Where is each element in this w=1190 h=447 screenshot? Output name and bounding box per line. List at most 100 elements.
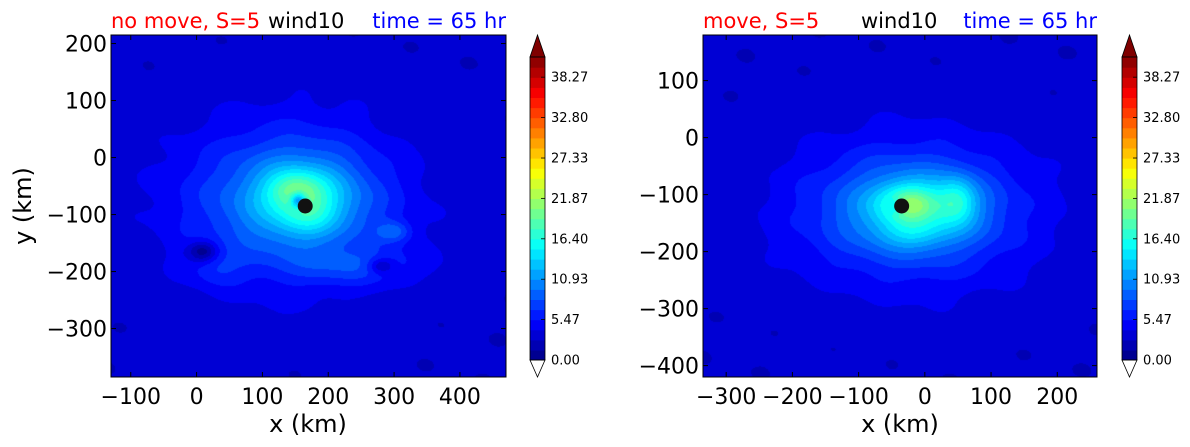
right-axes-frame — [702, 34, 1098, 378]
colorbar-level — [530, 228, 545, 240]
colorbar-level — [530, 77, 545, 88]
colorbar-level — [530, 329, 545, 341]
y-tick-label: −100 — [639, 184, 699, 209]
colorbar-tick-label: 21.87 — [1143, 192, 1180, 207]
colorbar-level — [530, 299, 545, 311]
colorbar-level — [530, 158, 545, 169]
y-tick-label: −200 — [47, 261, 107, 286]
colorbar-extend-max — [1121, 33, 1138, 58]
colorbar-tick-label: 38.27 — [551, 71, 588, 86]
colorbar-level — [530, 107, 545, 119]
y-tick-label: −100 — [47, 204, 107, 229]
colorbar-tick-label: 21.87 — [551, 192, 588, 207]
colorbar-level — [1122, 248, 1137, 260]
left-x-axis-label: x (km) — [269, 410, 347, 438]
left-title-part-3: time = 65 hr — [372, 9, 506, 33]
right-title-part-1: move, S=5 — [703, 9, 819, 33]
colorbar-level — [530, 198, 545, 210]
left-storm-center-marker — [297, 198, 313, 214]
colorbar-level — [530, 289, 545, 300]
left-colorbar: 0.00 5.47 10.93 16.40 21.87 27.33 32.80 38.27 — [529, 33, 588, 378]
colorbar-level — [1122, 97, 1137, 109]
colorbar-level — [1122, 289, 1137, 300]
colorbar-level — [1122, 299, 1137, 311]
colorbar-level — [530, 269, 545, 280]
colorbar-tick-label: 5.47 — [551, 313, 580, 328]
x-tick-label: 300 — [373, 385, 415, 410]
colorbar-level — [1122, 349, 1137, 361]
right-y-ticks: −400 −300 −200 −100 0 100 — [639, 70, 1097, 380]
y-tick-label: −300 — [639, 298, 699, 323]
x-tick-label: −100 — [828, 385, 888, 410]
colorbar-extend-min — [529, 359, 546, 378]
x-tick-label: 0 — [190, 385, 204, 410]
x-tick-label: 200 — [307, 385, 349, 410]
colorbar-tick-label: 32.80 — [551, 111, 588, 126]
colorbar-level — [1122, 117, 1137, 129]
colorbar-level — [530, 97, 545, 109]
colorbar-tick-label: 27.33 — [551, 152, 588, 167]
right-title-part-3: time = 65 hr — [963, 9, 1097, 33]
y-tick-label: −200 — [639, 241, 699, 266]
colorbar-level — [530, 309, 545, 321]
colorbar-level — [1122, 228, 1137, 240]
colorbar-level — [1122, 319, 1137, 331]
colorbar-frame — [529, 56, 546, 361]
left-plot-area — [110, 34, 507, 378]
right-title-part-2: wind10 — [861, 9, 937, 33]
y-tick-label: 200 — [65, 33, 107, 58]
colorbar-extend-min — [1121, 359, 1138, 378]
colorbar-tick-label: 0.00 — [551, 354, 580, 369]
panel-left: no move, S=5 wind10 time = 65 hr −100 0 10… — [9, 9, 588, 438]
colorbar-level — [530, 137, 545, 149]
colorbar-level — [1122, 77, 1137, 88]
colorbar-level — [1122, 127, 1137, 139]
colorbar-frame — [1121, 56, 1138, 361]
colorbar-level — [530, 178, 545, 189]
x-tick-label: 0 — [918, 385, 932, 410]
colorbar-tick-label: 16.40 — [1143, 232, 1180, 247]
left-title-part-2: wind10 — [268, 9, 344, 33]
right-plot-area — [702, 34, 1098, 378]
colorbar-level — [1122, 87, 1137, 98]
left-y-axis-label: y (km) — [9, 167, 37, 245]
colorbar-level — [1122, 147, 1137, 159]
colorbar-tick-label: 10.93 — [551, 273, 588, 288]
colorbar-level — [1122, 329, 1137, 341]
colorbar-level — [530, 319, 545, 331]
colorbar-level — [530, 339, 545, 351]
left-x-ticks: −100 0 100 200 300 400 — [101, 35, 481, 410]
x-tick-label: −100 — [101, 385, 161, 410]
y-tick-label: 100 — [65, 90, 107, 115]
x-tick-label: 100 — [970, 385, 1012, 410]
colorbar-level — [1122, 259, 1137, 270]
right-storm-center-marker — [894, 198, 910, 214]
colorbar-level — [530, 349, 545, 361]
colorbar-tick-label: 10.93 — [1143, 273, 1180, 288]
y-tick-label: 0 — [93, 147, 107, 172]
colorbar-level — [1122, 269, 1137, 280]
colorbar-level — [530, 87, 545, 98]
colorbar-level — [1122, 57, 1137, 68]
colorbar-level — [530, 248, 545, 260]
colorbar-tick-label: 0.00 — [1143, 354, 1172, 369]
x-tick-label: 100 — [241, 385, 283, 410]
colorbar-extend-max — [529, 33, 546, 58]
colorbar-level — [1122, 67, 1137, 78]
colorbar-level — [530, 147, 545, 159]
colorbar-level — [1122, 198, 1137, 210]
colorbar-level — [1122, 208, 1137, 220]
x-tick-label: −300 — [696, 385, 756, 410]
right-x-ticks: −300 −200 −100 0 100 200 — [696, 35, 1078, 410]
colorbar-level — [530, 127, 545, 139]
colorbar-level — [530, 259, 545, 270]
colorbar-level — [530, 218, 545, 230]
colorbar-level — [1122, 107, 1137, 119]
colorbar-level — [530, 238, 545, 250]
x-tick-label: 400 — [439, 385, 481, 410]
panel-right: move, S=5 wind10 time = 65 hr −300 −200 −1… — [639, 9, 1181, 438]
colorbar-level — [530, 67, 545, 78]
right-colorbar: 0.00 5.47 10.93 16.40 21.87 27.33 32.80 38.27 — [1121, 33, 1180, 378]
left-axes-frame — [110, 34, 507, 378]
